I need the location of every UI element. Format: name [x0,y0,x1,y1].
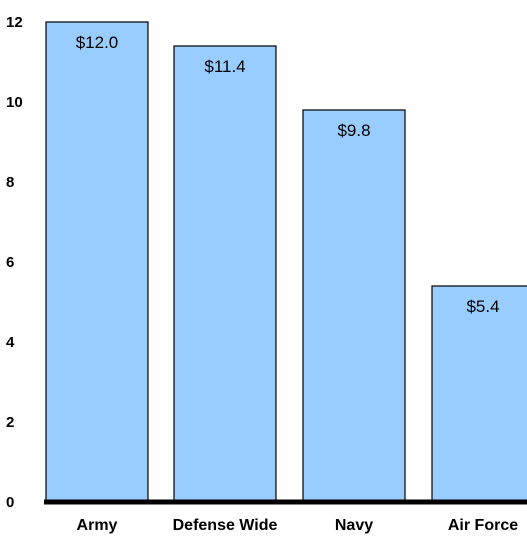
y-tick-label-6: 6 [6,254,14,271]
value-label-defense-wide: $11.4 [204,57,245,76]
y-tick-label-4: 4 [6,334,15,351]
y-tick-label-12: 12 [6,14,23,31]
y-tick-label-0: 0 [6,494,14,511]
x-tick-label-navy: Navy [335,517,373,534]
x-tick-label-army: Army [77,517,118,534]
y-tick-label-10: 10 [6,94,23,111]
value-label-army: $12.0 [76,33,119,52]
x-tick-label-defense-wide: Defense Wide [173,517,278,534]
bar-navy [302,109,406,503]
y-axis-ticks: 0 2 4 6 8 10 12 [6,14,23,511]
bar-air-force [431,285,527,503]
x-tick-label-air-force: Air Force [448,517,518,534]
y-tick-label-8: 8 [6,174,14,191]
bar-army [45,21,149,503]
value-label-air-force: $5.4 [466,297,499,316]
bars [45,21,527,503]
value-labels: $12.0 $11.4 $9.8 $5.4 [76,33,500,316]
value-label-navy: $9.8 [337,121,370,140]
y-tick-label-2: 2 [6,414,14,431]
x-axis-labels: Army Defense Wide Navy Air Force [77,517,519,534]
bar-defense-wide [173,45,277,503]
